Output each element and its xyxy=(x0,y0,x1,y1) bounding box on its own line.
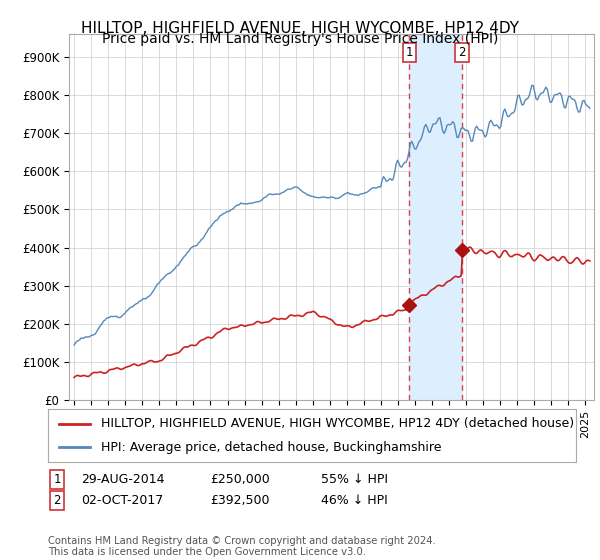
Text: 29-AUG-2014: 29-AUG-2014 xyxy=(81,473,164,487)
Text: £392,500: £392,500 xyxy=(210,493,269,507)
Text: Price paid vs. HM Land Registry's House Price Index (HPI): Price paid vs. HM Land Registry's House … xyxy=(102,32,498,46)
Text: HILLTOP, HIGHFIELD AVENUE, HIGH WYCOMBE, HP12 4DY (detached house): HILLTOP, HIGHFIELD AVENUE, HIGH WYCOMBE,… xyxy=(101,417,574,430)
Text: 1: 1 xyxy=(53,473,61,487)
Text: HILLTOP, HIGHFIELD AVENUE, HIGH WYCOMBE, HP12 4DY: HILLTOP, HIGHFIELD AVENUE, HIGH WYCOMBE,… xyxy=(81,21,519,36)
Text: 2: 2 xyxy=(458,46,466,59)
Text: HPI: Average price, detached house, Buckinghamshire: HPI: Average price, detached house, Buck… xyxy=(101,441,442,454)
Text: £250,000: £250,000 xyxy=(210,473,270,487)
Text: 02-OCT-2017: 02-OCT-2017 xyxy=(81,493,163,507)
Text: Contains HM Land Registry data © Crown copyright and database right 2024.
This d: Contains HM Land Registry data © Crown c… xyxy=(48,535,436,557)
Text: 1: 1 xyxy=(406,46,413,59)
Text: 46% ↓ HPI: 46% ↓ HPI xyxy=(321,493,388,507)
Text: 55% ↓ HPI: 55% ↓ HPI xyxy=(321,473,388,487)
Text: 2: 2 xyxy=(53,493,61,507)
Bar xyxy=(409,34,462,400)
